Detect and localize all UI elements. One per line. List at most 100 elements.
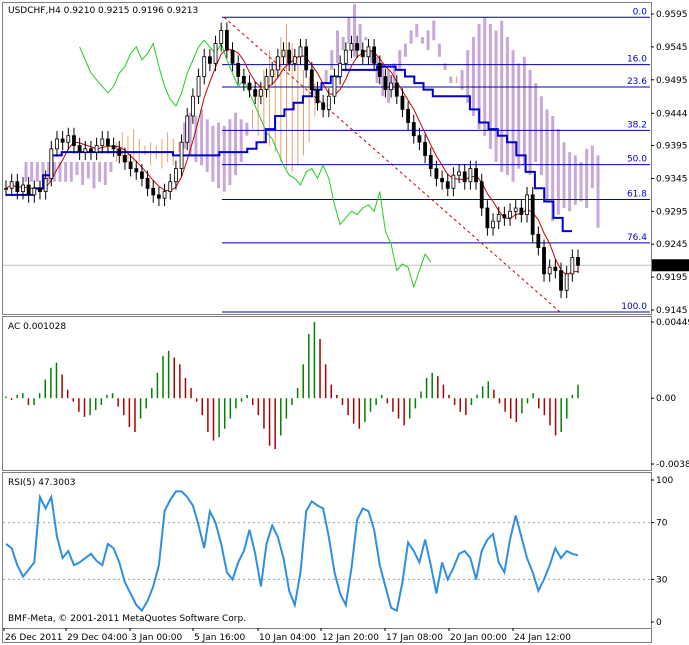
candle-body[interactable]: [219, 30, 224, 45]
candle-body[interactable]: [519, 207, 524, 216]
candle-body[interactable]: [576, 256, 580, 266]
candle-body[interactable]: [15, 181, 20, 193]
candle-body[interactable]: [570, 256, 575, 275]
candle-body[interactable]: [83, 148, 88, 153]
candle-body[interactable]: [38, 187, 42, 193]
candle-body[interactable]: [72, 135, 76, 146]
candle-body[interactable]: [309, 69, 314, 91]
candle-body[interactable]: [157, 194, 161, 199]
candle-body[interactable]: [264, 76, 269, 91]
candle-body[interactable]: [326, 95, 331, 110]
candle-body[interactable]: [315, 89, 320, 104]
candle-body[interactable]: [434, 168, 439, 179]
candle-body[interactable]: [496, 214, 501, 222]
candle-body[interactable]: [270, 69, 275, 77]
candle-body[interactable]: [298, 46, 303, 58]
candle-body[interactable]: [140, 171, 144, 179]
candle-body[interactable]: [100, 138, 105, 146]
candle-body[interactable]: [236, 62, 241, 77]
candle-body[interactable]: [423, 141, 427, 156]
candle-body[interactable]: [26, 184, 31, 196]
candle-body[interactable]: [247, 82, 252, 91]
candle-body[interactable]: [151, 187, 156, 196]
candle-body[interactable]: [168, 181, 173, 193]
candle-body[interactable]: [406, 108, 410, 123]
candle-body[interactable]: [553, 266, 558, 271]
candle-body[interactable]: [451, 174, 456, 189]
candle-body[interactable]: [94, 145, 99, 153]
candle-body[interactable]: [145, 178, 150, 189]
candle-body[interactable]: [468, 168, 473, 183]
candle-body[interactable]: [9, 181, 14, 189]
candle-body[interactable]: [372, 46, 377, 64]
candle-body[interactable]: [389, 82, 394, 91]
candle-body[interactable]: [128, 161, 133, 169]
candle-body[interactable]: [530, 194, 535, 235]
candle-body[interactable]: [43, 178, 48, 192]
candle-body[interactable]: [258, 89, 263, 97]
candle-body[interactable]: [253, 89, 258, 97]
candle-body[interactable]: [343, 49, 348, 64]
candle-body[interactable]: [179, 141, 184, 169]
candle-body[interactable]: [360, 49, 365, 58]
candle-body[interactable]: [377, 62, 382, 77]
candle-body[interactable]: [355, 43, 360, 51]
candle-body[interactable]: [479, 181, 484, 209]
candle-body[interactable]: [134, 168, 139, 173]
candle-body[interactable]: [230, 49, 235, 64]
candle-body[interactable]: [525, 194, 529, 216]
candle-body[interactable]: [547, 266, 552, 275]
candle-body[interactable]: [513, 207, 518, 212]
candle-body[interactable]: [281, 49, 286, 58]
candle-body[interactable]: [123, 155, 127, 163]
candle-body[interactable]: [77, 145, 82, 153]
candle-body[interactable]: [321, 102, 326, 110]
candle-body[interactable]: [213, 43, 218, 64]
candle-body[interactable]: [32, 187, 37, 196]
candle-body[interactable]: [162, 191, 167, 199]
candle-body[interactable]: [287, 49, 292, 64]
candle-body[interactable]: [174, 168, 178, 183]
candle-body[interactable]: [207, 56, 212, 64]
fib-trend-line[interactable]: [223, 16, 561, 313]
candle-body[interactable]: [241, 76, 246, 84]
candle-body[interactable]: [428, 155, 433, 169]
candle-body[interactable]: [190, 95, 195, 117]
candle-body[interactable]: [66, 135, 71, 143]
candle-body[interactable]: [400, 95, 405, 110]
candle-body[interactable]: [457, 171, 461, 176]
candle-body[interactable]: [49, 148, 54, 179]
candle-body[interactable]: [185, 115, 190, 143]
candle-body[interactable]: [383, 76, 388, 91]
candle-body[interactable]: [196, 76, 201, 97]
candle-body[interactable]: [366, 46, 371, 58]
candle-body[interactable]: [349, 43, 354, 51]
candle-body[interactable]: [485, 207, 490, 229]
candle-body[interactable]: [338, 62, 343, 77]
candle-body[interactable]: [542, 247, 546, 275]
candle-body[interactable]: [440, 178, 444, 183]
candle-body[interactable]: [332, 76, 337, 97]
candle-body[interactable]: [304, 46, 309, 71]
candle-body[interactable]: [502, 214, 507, 219]
candle-body[interactable]: [462, 171, 467, 183]
candle-body[interactable]: [275, 56, 280, 71]
candle-body[interactable]: [564, 273, 569, 291]
candle-body[interactable]: [445, 181, 450, 189]
candle-body[interactable]: [536, 233, 541, 248]
candle-body[interactable]: [4, 187, 8, 190]
candle-body[interactable]: [106, 138, 110, 146]
candle-body[interactable]: [21, 184, 25, 192]
candle-body[interactable]: [111, 145, 116, 150]
candle-body[interactable]: [89, 148, 93, 153]
candle-body[interactable]: [202, 56, 207, 77]
candle-body[interactable]: [292, 56, 297, 64]
candle-body[interactable]: [474, 168, 478, 183]
candle-body[interactable]: [60, 138, 65, 143]
candle-body[interactable]: [411, 122, 416, 137]
candle-body[interactable]: [491, 220, 495, 229]
candle-body[interactable]: [224, 30, 229, 51]
candle-body[interactable]: [417, 135, 422, 143]
candle-body[interactable]: [394, 82, 399, 97]
